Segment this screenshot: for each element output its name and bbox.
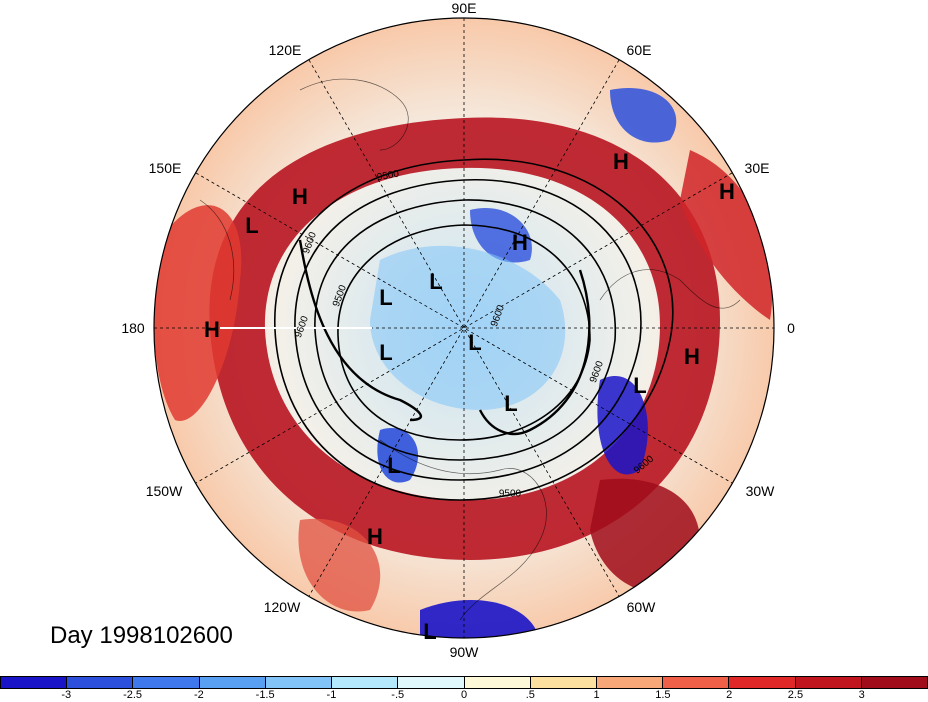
- day-label: Day 1998102600: [50, 622, 233, 649]
- colorbar-tick-label: 1: [593, 689, 600, 701]
- polar-map: [153, 17, 775, 639]
- colorbar-segment: [861, 677, 928, 688]
- colorbar-tick-label: 0: [460, 689, 468, 701]
- warm-patch-east: [680, 150, 773, 320]
- low-pressure-marker: L: [387, 453, 401, 478]
- high-pressure-marker: H: [292, 184, 308, 209]
- colorbar-tick-label: 2.5: [787, 689, 804, 701]
- lon-label-60e: 60E: [626, 42, 652, 58]
- lon-label-90e: 90E: [451, 0, 477, 16]
- colorbar-segment: [133, 677, 200, 688]
- high-pressure-marker: H: [367, 524, 383, 549]
- colorbar-tick-label: 3: [858, 689, 865, 701]
- colorbar-tick-label: .5: [525, 689, 535, 701]
- colorbar-segment: [596, 677, 664, 688]
- colorbar-segment: [729, 677, 796, 688]
- cold-patch-southwest: [377, 428, 419, 483]
- lon-label-180: 180: [121, 320, 145, 336]
- colorbar-segment: [199, 677, 266, 688]
- high-pressure-marker: H: [512, 230, 528, 255]
- colorbar-segment: [1, 677, 68, 688]
- low-pressure-marker: L: [468, 330, 482, 355]
- lon-label-90w: 90W: [449, 644, 479, 660]
- lon-label-150e: 150E: [148, 160, 182, 176]
- lon-label-120e: 120E: [268, 42, 302, 58]
- lon-label-60w: 60W: [626, 599, 656, 615]
- cold-patch-east: [597, 376, 648, 475]
- colorbar-segment: [795, 677, 862, 688]
- lon-label-150w: 150W: [145, 483, 183, 499]
- high-pressure-marker: H: [719, 179, 735, 204]
- coastlines: [199, 78, 741, 621]
- map-border: [153, 17, 775, 639]
- colorbar-tick-label: 2: [726, 689, 733, 701]
- lon-label-0: 0: [787, 320, 795, 336]
- high-pressure-marker: H: [204, 317, 220, 342]
- cold-patch-south: [420, 600, 540, 638]
- contour-label: 9500: [498, 488, 522, 500]
- high-pressure-marker: H: [684, 344, 700, 369]
- low-pressure-marker: L: [245, 213, 259, 238]
- colorbar: [0, 676, 928, 689]
- colorbar-tick-label: -2.5: [123, 689, 143, 701]
- warm-patch-west: [154, 205, 242, 421]
- low-pressure-marker: L: [504, 391, 518, 416]
- low-pressure-marker: L: [633, 373, 647, 398]
- lon-label-120w: 120W: [263, 599, 301, 615]
- colorbar-segment: [530, 677, 597, 688]
- colorbar-segment: [464, 677, 531, 688]
- colorbar-tick-label: -2: [193, 689, 204, 701]
- colorbar-segment: [398, 677, 465, 688]
- lon-label-30w: 30W: [745, 483, 775, 499]
- colorbar-segment: [332, 677, 399, 688]
- colorbar-tick-label: -3: [61, 689, 72, 701]
- cold-patch-north-east: [610, 88, 677, 143]
- colorbar-tick-label: -1: [326, 689, 337, 701]
- colorbar-tick-label: 1.5: [655, 689, 671, 701]
- cold-patch-north: [470, 208, 532, 263]
- low-pressure-marker: L: [429, 269, 443, 294]
- contour-lines: [274, 158, 674, 501]
- low-pressure-marker: L: [379, 285, 393, 310]
- colorbar-segment: [67, 677, 134, 688]
- lon-label-30e: 30E: [744, 160, 770, 176]
- colorbar-segment: [663, 677, 730, 688]
- high-pressure-marker: H: [613, 149, 629, 174]
- warm-patch-south-west: [298, 518, 381, 612]
- colorbar-tick-label: -.5: [391, 689, 405, 701]
- low-pressure-marker: L: [423, 619, 437, 644]
- colorbar-tick-label: -1.5: [255, 689, 275, 701]
- low-pressure-marker: L: [379, 340, 393, 365]
- colorbar-segment: [265, 677, 333, 688]
